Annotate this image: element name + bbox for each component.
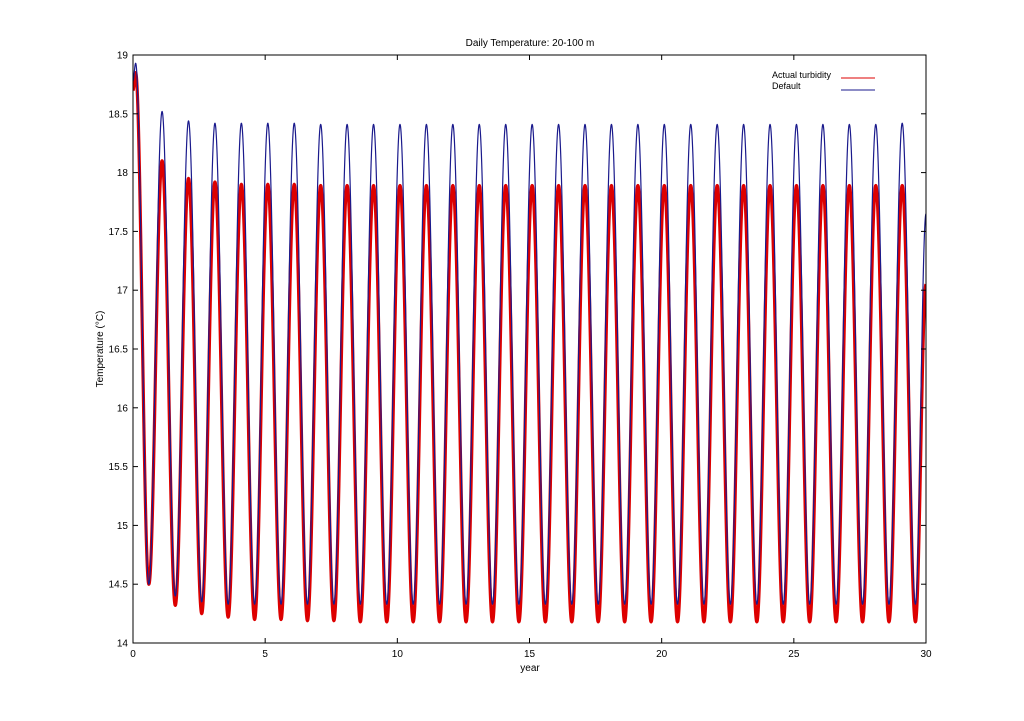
y-tick-label: 16.5 bbox=[109, 345, 129, 356]
series-layer bbox=[133, 62, 926, 624]
chart-title: Daily Temperature: 20-100 m bbox=[466, 38, 595, 49]
legend-label-default: Default bbox=[772, 81, 801, 91]
legend: Actual turbidity Default bbox=[772, 70, 875, 91]
axis-ticks: 0 5 10 15 20 25 30 14 14.5 15 15.5 16 16.5 17 17.5 18 18… bbox=[109, 51, 932, 661]
y-tick-label: 17.5 bbox=[109, 227, 129, 238]
y-tick-label: 15 bbox=[117, 521, 129, 532]
x-tick-label: 15 bbox=[524, 649, 536, 660]
y-tick-label: 16 bbox=[117, 403, 129, 414]
series-line-actual-turbidity bbox=[133, 71, 926, 624]
y-tick-label: 17 bbox=[117, 286, 129, 297]
series-line-default bbox=[133, 62, 926, 605]
y-tick-label: 15.5 bbox=[109, 462, 129, 473]
y-tick-label: 14 bbox=[117, 639, 129, 650]
y-tick-label: 19 bbox=[117, 51, 129, 62]
x-axis-label: year bbox=[520, 663, 540, 674]
x-tick-label: 20 bbox=[656, 649, 668, 660]
y-tick-label: 18 bbox=[117, 168, 129, 179]
y-tick-label: 18.5 bbox=[109, 109, 129, 120]
x-tick-label: 30 bbox=[920, 649, 932, 660]
x-tick-label: 0 bbox=[130, 649, 136, 660]
x-tick-label: 10 bbox=[392, 649, 404, 660]
x-tick-label: 5 bbox=[262, 649, 268, 660]
x-tick-label: 25 bbox=[788, 649, 800, 660]
legend-label-actual-turbidity: Actual turbidity bbox=[772, 70, 832, 80]
y-axis-label: Temperature (°C) bbox=[95, 311, 106, 388]
y-tick-label: 14.5 bbox=[109, 580, 129, 591]
